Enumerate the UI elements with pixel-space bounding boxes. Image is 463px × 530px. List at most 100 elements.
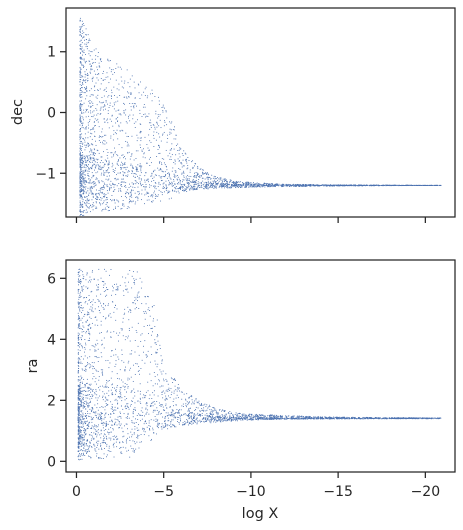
ra-scatter-point [132,271,134,273]
dec-scatter-point [87,124,89,126]
dec-scatter-point [85,181,87,183]
dec-scatter-point [121,80,123,82]
ra-scatter-point [245,416,247,418]
dec-scatter-point [113,133,115,135]
dec-scatter-point [87,146,89,148]
dec-scatter-point [222,183,224,184]
dec-scatter-point [188,178,190,180]
dec-scatter-point [154,198,156,199]
dec-scatter-point [80,165,82,166]
dec-scatter-point [267,186,269,188]
dec-scatter-point [79,148,81,150]
ra-scatter-point [145,422,147,424]
dec-scatter-point [114,184,116,186]
ra-scatter-point [77,338,79,339]
ra-scatter-point [274,416,276,417]
dec-scatter-point [144,181,146,183]
dec-scatter-point [101,128,103,130]
dec-scatter-point [81,183,83,185]
dec-scatter-point [210,178,212,180]
ra-scatter-point [224,410,226,412]
ra-scatter-point [186,393,188,395]
dec-scatter-point [271,184,273,186]
dec-scatter-point [79,79,81,80]
dec-scatter-point [309,185,311,187]
dec-scatter-point [125,175,127,177]
dec-scatter-point [137,197,139,199]
ra-scatter-point [82,309,84,311]
dec-scatter-point [215,185,217,187]
ra-scatter-point [94,448,96,450]
dec-scatter-point [316,184,318,186]
dec-scatter-point [137,164,139,166]
dec-scatter-point [256,185,258,187]
dec-scatter-point [137,171,139,172]
dec-scatter-point [254,186,256,188]
ra-scatter-point [217,412,219,414]
ra-scatter-point [328,417,330,419]
ra-scatter-point [100,277,102,279]
ra-scatter-point [103,435,104,437]
ra-scatter-point [212,413,214,415]
dec-scatter-point [159,152,161,154]
ra-scatter-point [262,414,264,416]
dec-scatter-point [119,157,121,159]
ra-scatter-point [193,416,195,418]
dec-scatter-point [146,97,148,99]
dec-scatter-point [174,176,176,178]
ra-scatter-point [92,311,94,313]
ra-scatter-point [91,394,93,396]
dec-scatter-point [205,181,207,183]
dec-scatter-point [109,118,111,120]
ra-scatter-point [289,418,291,420]
dec-scatter-point [82,203,84,205]
dec-scatter-point [80,190,82,192]
ra-scatter-point [77,399,79,401]
ra-scatter-point [79,444,81,446]
dec-scatter-point [79,175,81,177]
ra-scatter-point [79,386,81,388]
dec-scatter-point [426,184,428,186]
dec-scatter-point [297,183,299,185]
dec-scatter-point [86,75,88,77]
dec-scatter-point [111,95,113,97]
dec-scatter-point [91,151,93,153]
dec-scatter-point [150,126,152,128]
ra-scatter-point [221,414,223,416]
ra-scatter-point [124,406,126,408]
dec-scatter-point [125,182,127,184]
dec-scatter-point [106,170,108,172]
dec-scatter-point [82,138,84,140]
dec-scatter-point [183,176,185,178]
ra-scatter-point [248,415,250,417]
dec-scatter-point [164,107,165,109]
dec-scatter-point [82,176,84,177]
dec-scatter-point [122,130,124,132]
dec-scatter-point [81,58,83,60]
ra-scatter-point [410,417,411,419]
dec-scatter-point [80,57,82,59]
dec-scatter-point [137,186,139,188]
dec-scatter-point [122,171,124,173]
dec-scatter-point [164,175,166,176]
ra-scatter-point [147,296,149,298]
dec-scatter-point [158,125,160,127]
dec-scatter-point [127,171,129,173]
ra-scatter-point [216,413,218,415]
ra-scatter-point [94,350,96,352]
ra-scatter-point [122,385,124,387]
dec-scatter-point [209,184,211,186]
dec-scatter-point [198,179,200,181]
ra-scatter-point [269,414,271,416]
dec-scatter-point [133,103,135,105]
dec-scatter-point [188,160,190,161]
dec-scatter-point [110,69,112,71]
dec-scatter-point [162,187,164,189]
dec-scatter-point [84,80,86,82]
dec-scatter-point [152,177,154,179]
ra-scatter-point [77,408,79,410]
dec-scatter-point [129,120,131,122]
dec-scatter-point [87,166,89,167]
dec-scatter-point [323,184,325,186]
